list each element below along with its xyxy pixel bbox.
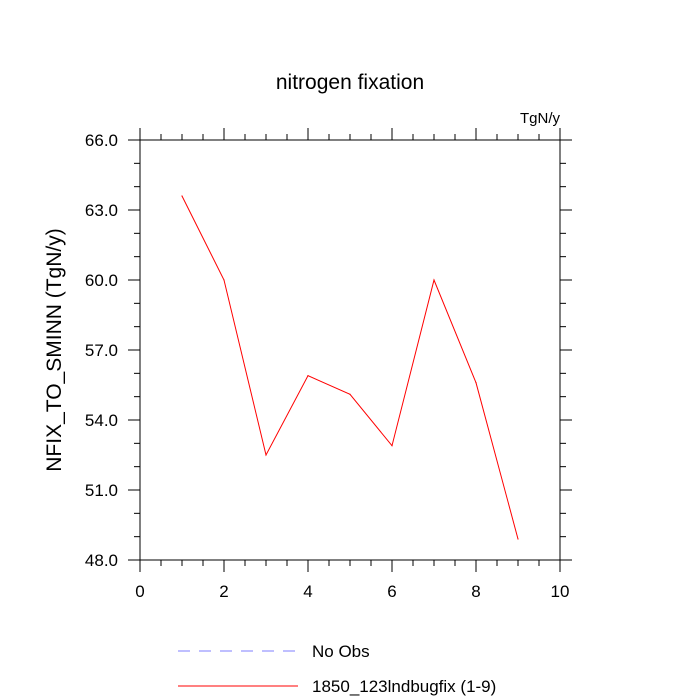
chart-title: nitrogen fixation <box>276 71 424 94</box>
data-point <box>307 375 309 377</box>
x-tick-label: 6 <box>387 582 396 601</box>
data-point <box>181 195 183 197</box>
y-tick-labels: 48.0 51.0 54.0 57.0 60.0 63.0 66.0 <box>85 131 118 570</box>
data-point <box>517 538 519 540</box>
y-tick-label: 54.0 <box>85 411 118 430</box>
plot-frame <box>139 139 561 561</box>
data-point <box>391 445 393 447</box>
data-point <box>349 393 351 395</box>
x-tick-label: 4 <box>303 582 312 601</box>
data-point <box>475 382 477 384</box>
data-point <box>265 454 267 456</box>
legend: No Obs 1850_123lndbugfix (1-9) <box>178 642 496 696</box>
x-tick-label: 0 <box>135 582 144 601</box>
series-line <box>181 195 519 540</box>
x-tick-label: 8 <box>471 582 480 601</box>
axis-ticks <box>128 128 572 572</box>
series-group <box>181 195 519 540</box>
legend-label: 1850_123lndbugfix (1-9) <box>312 677 496 696</box>
data-point <box>223 279 225 281</box>
y-axis-label: NFIX_TO_SMINN (TgN/y) <box>43 228 66 471</box>
legend-label: No Obs <box>312 642 370 661</box>
y-tick-label: 51.0 <box>85 481 118 500</box>
x-tick-label: 10 <box>551 582 570 601</box>
y-tick-label: 57.0 <box>85 341 118 360</box>
y-tick-label: 60.0 <box>85 271 118 290</box>
units-label: TgN/y <box>520 110 561 127</box>
x-tick-labels: 0 2 4 6 8 10 <box>135 582 569 601</box>
y-tick-label: 66.0 <box>85 131 118 150</box>
x-tick-label: 2 <box>219 582 228 601</box>
data-point <box>433 279 435 281</box>
y-tick-label: 48.0 <box>85 551 118 570</box>
y-tick-label: 63.0 <box>85 201 118 220</box>
